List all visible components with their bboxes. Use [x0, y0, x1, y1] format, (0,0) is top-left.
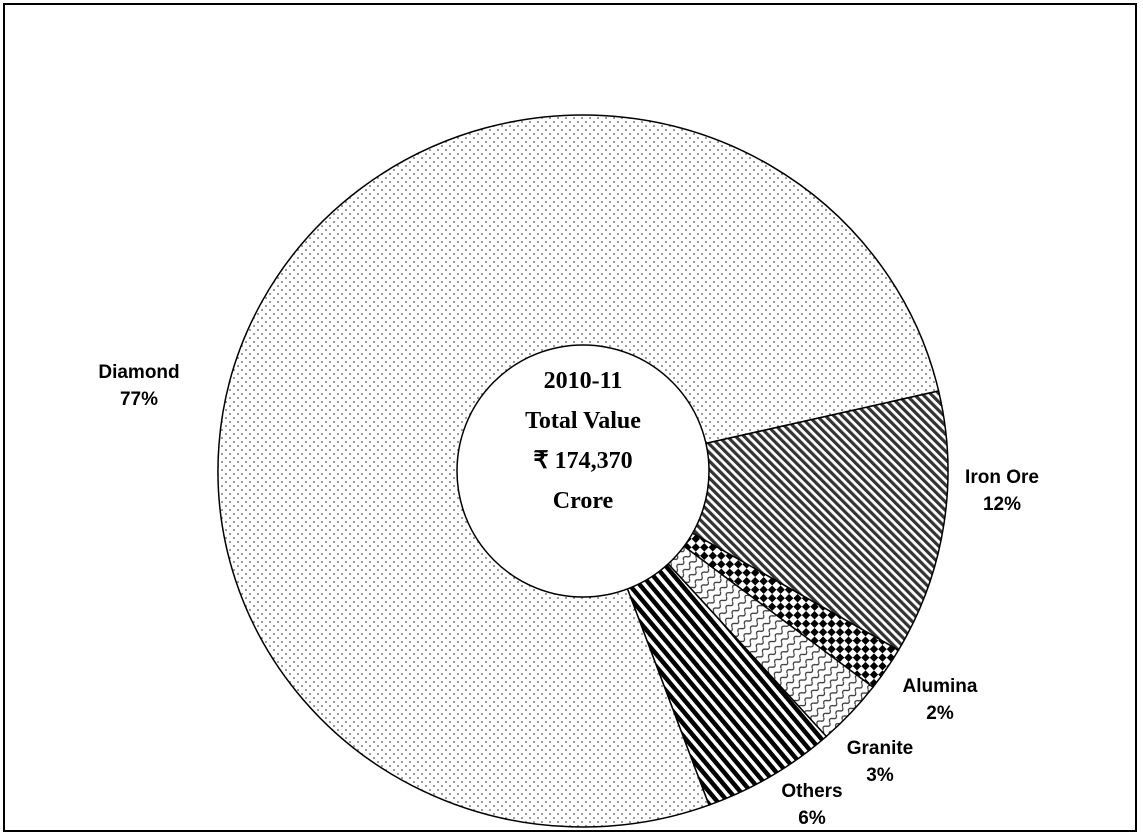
chart-frame	[3, 3, 1137, 832]
slice-label-iron-ore: Iron Ore 12%	[965, 467, 1039, 515]
slice-value-label: 77%	[120, 389, 158, 410]
slice-label-others: Others 6%	[781, 781, 842, 829]
slice-category-label: Others	[781, 781, 842, 802]
slice-category-label: Granite	[847, 738, 914, 759]
slice-label-diamond: Diamond 77%	[98, 362, 179, 410]
slice-value-label: 12%	[983, 494, 1021, 515]
slice-value-label: 3%	[866, 765, 894, 786]
slice-value-label: 6%	[798, 808, 826, 829]
slice-category-label: Alumina	[903, 676, 978, 697]
center-line-1: 2010-11	[544, 368, 623, 394]
center-line-3: ₹ 174,370	[533, 448, 632, 474]
slice-category-label: Diamond	[98, 362, 179, 383]
slice-category-label: Iron Ore	[965, 467, 1039, 488]
center-line-4: Crore	[553, 488, 614, 514]
center-line-2: Total Value	[525, 408, 641, 434]
slice-label-alumina: Alumina 2%	[903, 676, 978, 724]
center-label: 2010-11 Total Value ₹ 174,370 Crore	[525, 368, 641, 514]
slice-value-label: 2%	[926, 703, 954, 724]
slice-label-granite: Granite 3%	[847, 738, 914, 786]
donut-hole	[456, 344, 710, 598]
